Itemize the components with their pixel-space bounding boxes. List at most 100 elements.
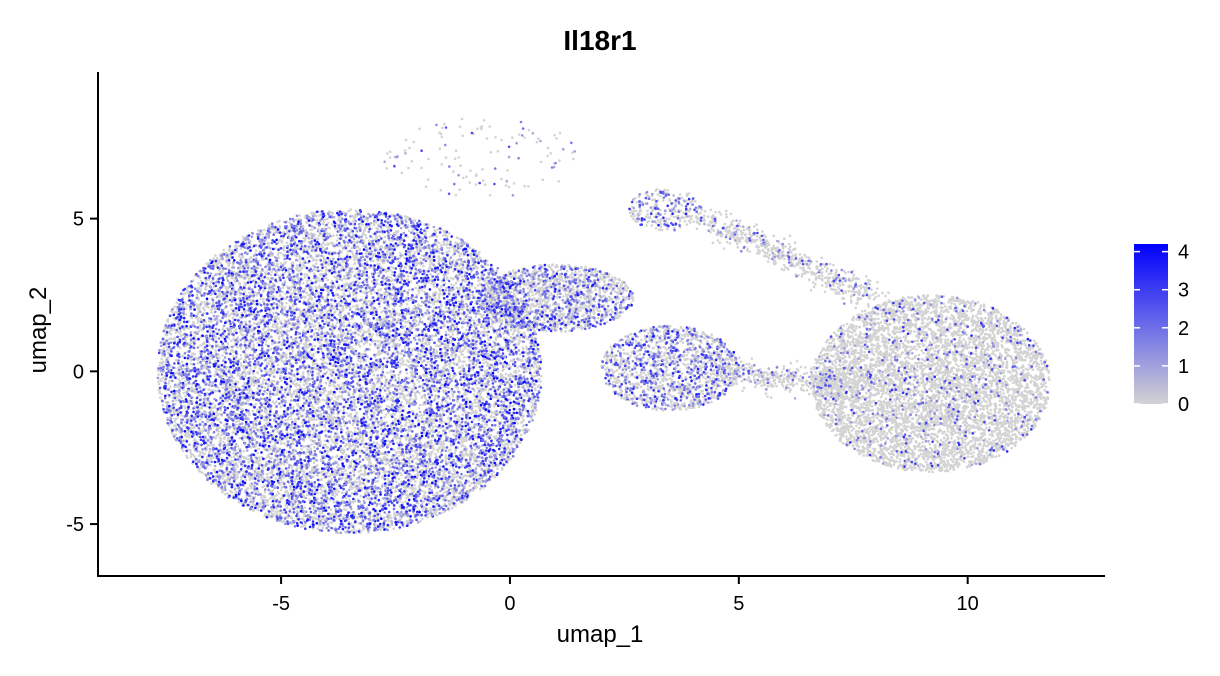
data-point	[391, 345, 395, 348]
data-point	[350, 492, 354, 495]
data-point	[473, 401, 477, 404]
data-point	[173, 305, 176, 308]
data-point	[333, 377, 337, 380]
data-point	[313, 331, 317, 335]
data-point	[184, 395, 187, 398]
data-point	[403, 320, 407, 324]
data-point	[234, 423, 238, 427]
data-point	[165, 345, 168, 349]
data-point	[427, 477, 430, 481]
data-point	[358, 330, 362, 333]
data-point	[473, 448, 477, 452]
data-point	[403, 345, 407, 349]
data-point	[195, 293, 199, 297]
data-point	[311, 435, 314, 439]
data-point	[236, 393, 239, 396]
data-point	[262, 378, 266, 382]
data-point	[413, 393, 417, 397]
data-point	[411, 421, 415, 425]
data-point	[366, 416, 369, 419]
data-point	[243, 310, 247, 314]
data-point	[476, 392, 480, 395]
data-point	[441, 511, 444, 515]
data-point	[331, 242, 335, 245]
data-point	[463, 317, 466, 321]
data-point	[179, 334, 183, 338]
data-point	[311, 319, 315, 322]
data-point	[192, 439, 196, 442]
data-point	[276, 363, 280, 367]
data-point	[460, 275, 464, 278]
data-point	[326, 362, 329, 366]
data-point	[328, 232, 331, 236]
data-point	[388, 239, 391, 242]
data-point	[335, 342, 339, 346]
data-point	[283, 244, 286, 248]
data-point	[272, 371, 275, 375]
data-point	[509, 328, 513, 332]
data-point	[366, 426, 370, 430]
data-point	[402, 454, 406, 458]
data-point	[254, 249, 258, 252]
data-point	[251, 508, 255, 511]
data-point	[364, 456, 368, 459]
data-point	[398, 358, 402, 362]
data-point	[432, 302, 436, 306]
data-point	[355, 458, 358, 462]
data-point	[239, 457, 242, 461]
data-point	[239, 362, 243, 365]
data-point	[348, 321, 351, 325]
data-point	[301, 518, 305, 521]
data-point	[278, 335, 281, 338]
data-point	[404, 424, 407, 427]
data-point	[343, 424, 347, 427]
data-point	[359, 494, 363, 498]
data-point	[239, 346, 243, 350]
data-point	[327, 475, 331, 478]
data-point	[256, 508, 260, 512]
data-point	[265, 440, 269, 444]
data-point	[467, 348, 470, 352]
data-point	[289, 488, 292, 491]
data-point	[167, 424, 171, 427]
data-point	[196, 321, 200, 324]
data-point	[309, 392, 312, 395]
data-point	[445, 396, 448, 400]
data-point	[323, 439, 327, 443]
data-point	[295, 467, 299, 471]
data-point	[367, 299, 371, 303]
data-point	[313, 445, 316, 449]
data-point	[236, 346, 239, 349]
data-point	[482, 361, 486, 365]
data-point	[311, 494, 315, 498]
data-point	[256, 451, 259, 455]
data-point	[335, 441, 339, 445]
data-point	[309, 228, 313, 232]
data-point	[476, 401, 479, 405]
data-point	[375, 377, 378, 380]
data-point	[516, 366, 519, 369]
data-point	[274, 477, 278, 480]
data-point	[501, 455, 504, 459]
data-point	[391, 278, 394, 282]
data-point	[402, 404, 405, 408]
data-point	[230, 339, 233, 343]
data-point	[300, 317, 303, 321]
data-point	[316, 491, 319, 495]
data-point	[287, 347, 291, 351]
data-point	[422, 500, 426, 503]
data-point	[312, 461, 316, 465]
data-point	[399, 424, 403, 427]
data-point	[295, 264, 299, 267]
data-point	[350, 247, 354, 250]
data-point	[266, 325, 270, 329]
data-point	[442, 240, 445, 243]
data-point	[273, 402, 277, 405]
data-point	[302, 342, 306, 346]
data-point	[376, 340, 380, 343]
data-point	[308, 398, 312, 401]
data-point	[279, 262, 283, 265]
data-point	[161, 360, 164, 364]
data-point	[364, 252, 368, 255]
data-point	[475, 474, 478, 477]
